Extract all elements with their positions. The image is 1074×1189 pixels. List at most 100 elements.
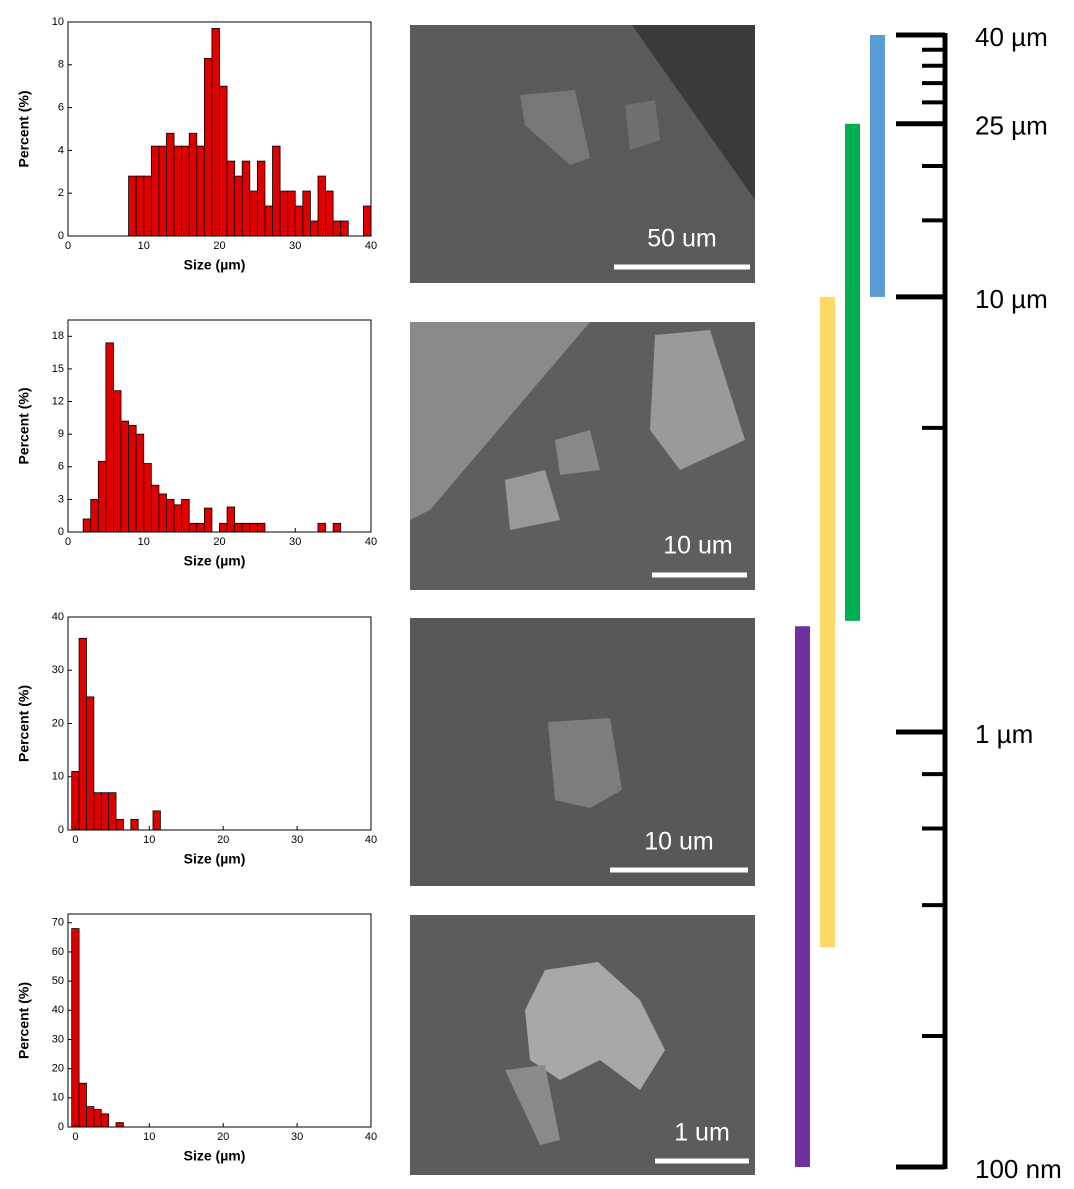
flake [548, 718, 622, 808]
scale-label: 50 um [647, 225, 716, 253]
y-tick-label: 20 [52, 1063, 64, 1075]
x-tick-label: 30 [289, 536, 301, 548]
bar [226, 160, 236, 237]
y-tick-label: 30 [52, 1033, 64, 1045]
bar [196, 145, 205, 237]
bar [340, 220, 349, 237]
x-tick-label: 40 [365, 1131, 377, 1143]
bar [115, 1122, 124, 1128]
tick-label: 100 nm [975, 1154, 1062, 1184]
bar [181, 145, 190, 237]
bar [108, 792, 117, 831]
bar [203, 507, 213, 533]
bar [166, 498, 175, 533]
y-axis-label: Percent (%) [16, 387, 32, 464]
scale-label: 1 um [674, 1119, 730, 1147]
bar [219, 522, 228, 533]
x-tick-label: 0 [72, 1131, 78, 1143]
bar [100, 1113, 110, 1128]
x-tick-label: 40 [365, 240, 377, 252]
bar [287, 190, 296, 237]
bar [90, 498, 99, 533]
bar [279, 190, 289, 237]
bar [120, 420, 130, 533]
tick-label: 10 µm [975, 284, 1048, 314]
bar [317, 175, 326, 237]
bar [86, 1106, 95, 1128]
bar [93, 1109, 102, 1128]
bar [264, 205, 273, 237]
bar [294, 205, 304, 237]
bar [143, 463, 152, 533]
bar [196, 522, 205, 533]
y-tick-label: 20 [52, 717, 64, 729]
y-tick-label: 10 [52, 1092, 64, 1104]
y-tick-label: 30 [52, 664, 64, 676]
tick-label: 25 µm [975, 111, 1048, 141]
y-tick-label: 3 [58, 493, 64, 505]
substrate-edge [632, 25, 755, 200]
y-tick-label: 10 [52, 16, 64, 28]
bar [241, 160, 251, 237]
x-tick-label: 20 [217, 1131, 229, 1143]
bar [181, 498, 190, 533]
x-tick-label: 0 [65, 240, 71, 252]
bar [105, 342, 114, 533]
bar [97, 460, 107, 533]
bar [93, 792, 102, 831]
bar [78, 637, 87, 831]
y-tick-label: 70 [52, 917, 64, 929]
y-tick-label: 6 [58, 461, 64, 473]
x-tick-label: 40 [365, 834, 377, 846]
tick-label: 1 µm [975, 719, 1033, 749]
sem-images: 50 um 10 um 10 um 1 um [410, 25, 755, 1175]
bar [234, 522, 243, 533]
y-tick-label: 18 [52, 330, 64, 342]
bar [135, 433, 145, 533]
bar [115, 818, 124, 831]
bar [71, 771, 80, 831]
x-axis-label: Size (µm) [184, 1148, 246, 1164]
y-tick-label: 0 [58, 526, 64, 538]
x-tick-label: 0 [72, 834, 78, 846]
range-bar [870, 35, 885, 297]
y-tick-label: 6 [58, 102, 64, 114]
bar [158, 493, 167, 533]
flake [625, 100, 660, 150]
bar [256, 160, 266, 237]
y-tick-label: 15 [52, 363, 64, 375]
bar [128, 425, 137, 533]
y-tick-label: 40 [52, 1004, 64, 1016]
bar [363, 205, 372, 237]
range-bar [795, 626, 810, 1167]
y-tick-label: 0 [58, 824, 64, 836]
bar [82, 518, 92, 533]
y-tick-label: 9 [58, 428, 64, 440]
bar [130, 818, 139, 831]
bar [203, 57, 213, 237]
x-tick-label: 10 [138, 240, 150, 252]
x-tick-label: 10 [143, 1131, 155, 1143]
range-bar [820, 296, 835, 948]
substrate [410, 322, 590, 520]
bar [188, 132, 198, 237]
bar [71, 928, 80, 1128]
y-tick-label: 10 [52, 771, 64, 783]
bar [272, 145, 281, 237]
flake [650, 330, 745, 470]
bar [249, 190, 258, 237]
bar [78, 1082, 87, 1128]
x-axis-label: Size (µm) [184, 851, 246, 867]
bar [302, 190, 311, 237]
tick-label: 40 µm [975, 22, 1048, 52]
y-axis-label: Percent (%) [16, 982, 32, 1059]
x-tick-label: 30 [291, 1131, 303, 1143]
y-tick-label: 8 [58, 59, 64, 71]
bar [249, 522, 258, 533]
bar [152, 810, 161, 831]
y-axis-label: Percent (%) [16, 685, 32, 762]
bar [150, 145, 160, 237]
bar [128, 175, 137, 237]
x-tick-label: 10 [138, 536, 150, 548]
bar [150, 484, 160, 533]
